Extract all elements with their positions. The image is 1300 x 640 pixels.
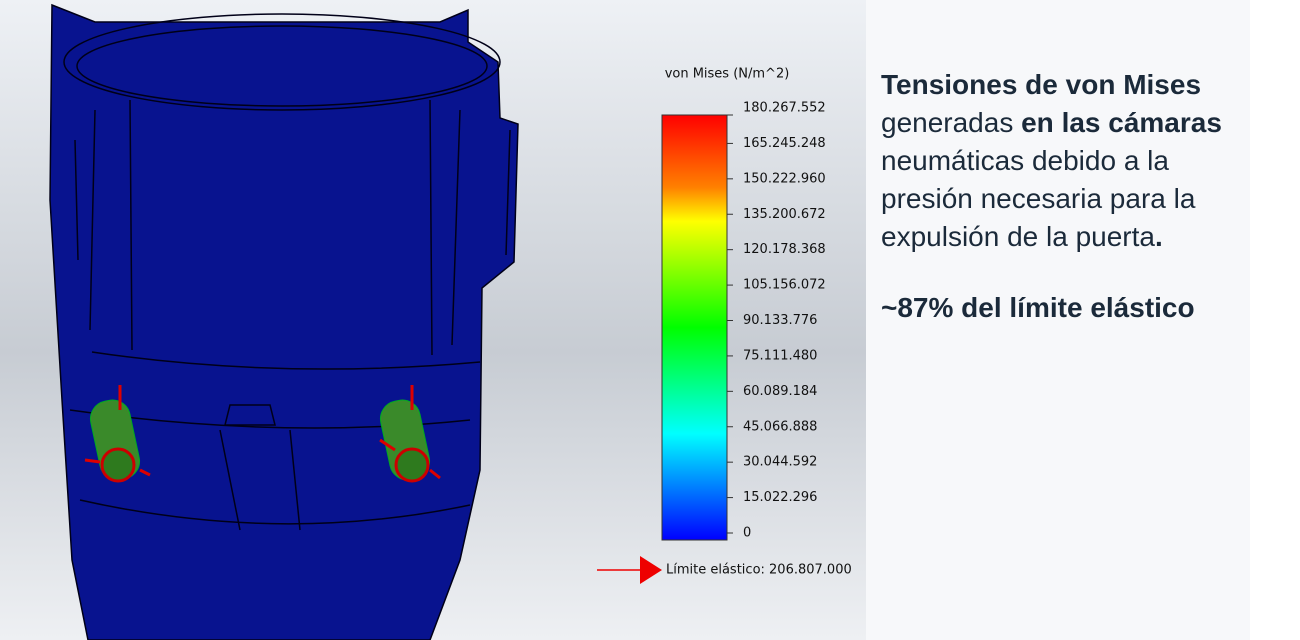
tick-label: 135.200.672: [743, 207, 826, 222]
tick-label: 75.111.480: [743, 348, 817, 363]
tick-label: 60.089.184: [743, 384, 817, 399]
tick-label: 150.222.960: [743, 171, 826, 186]
highlight: ~87% del límite elástico: [881, 292, 1195, 323]
text-segment: en las cámaras: [1021, 107, 1222, 138]
legend-title: von Mises (N/m^2): [665, 67, 790, 82]
limit-label: Límite elástico: 206.807.000: [666, 563, 852, 578]
text-panel: [866, 0, 1250, 640]
tick-label: 0: [743, 526, 751, 541]
text-segment: generadas: [881, 107, 1022, 138]
tick-label: 15.022.296: [743, 490, 817, 505]
text-segment: .: [1154, 221, 1163, 252]
description: Tensiones de von Mises generadas en las …: [881, 66, 1253, 256]
limit-arrow-head: [640, 556, 662, 584]
text-segment: neumáticas debido a la presión necesaria…: [881, 145, 1196, 252]
tick-label: 180.267.552: [743, 101, 826, 116]
render: von Mises (N/m^2) 180.267.552 165.245.248…: [0, 0, 866, 640]
legend-ticks: 180.267.552 165.245.248 150.222.960 135.200…: [727, 101, 826, 541]
tick-label: 165.245.248: [743, 136, 826, 151]
tick-label: 45.066.888: [743, 419, 817, 434]
chambers: [84, 385, 441, 483]
tick-label: 30.044.592: [743, 455, 817, 470]
tick-label: 90.133.776: [743, 313, 817, 328]
tick-label: 105.156.072: [743, 278, 826, 293]
color-bar: [661, 114, 728, 541]
tick-label: 120.178.368: [743, 242, 826, 257]
text-segment: Tensiones de von Mises: [881, 69, 1202, 100]
model: [49, 3, 519, 640]
